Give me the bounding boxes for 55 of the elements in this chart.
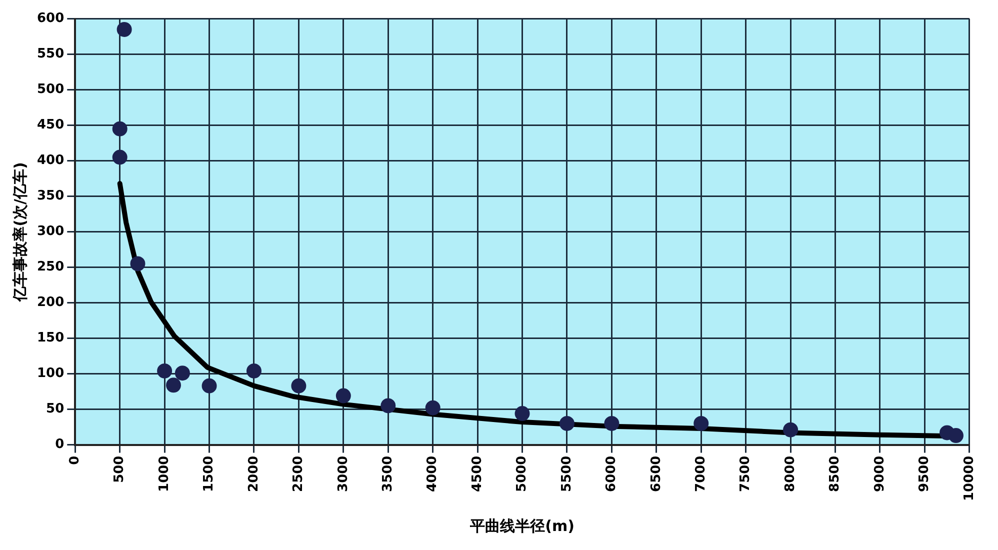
- x-tick-label: 4500: [470, 456, 485, 492]
- x-tick-label: 10000: [962, 456, 977, 502]
- x-tick-label: 4000: [425, 456, 440, 492]
- x-tick-label: 8000: [782, 456, 798, 492]
- y-tick-label: 350: [36, 188, 64, 204]
- point: [336, 388, 351, 404]
- point: [157, 363, 172, 378]
- x-tick-label: 8500: [828, 456, 843, 492]
- y-tick-label: 250: [36, 260, 64, 275]
- point: [246, 363, 262, 378]
- point: [116, 22, 132, 37]
- point: [112, 121, 128, 136]
- point: [380, 398, 396, 414]
- point: [694, 416, 709, 431]
- x-tick-label: 6500: [648, 456, 664, 492]
- point: [291, 378, 306, 394]
- x-tick-label: 2000: [246, 456, 262, 492]
- x-tick-label: 6000: [604, 456, 620, 492]
- point: [130, 256, 146, 272]
- x-tick-label: 2500: [291, 456, 306, 492]
- y-tick-label: 600: [36, 11, 64, 26]
- x-tick-label: 0: [68, 456, 83, 465]
- point: [112, 150, 128, 165]
- point: [174, 366, 190, 381]
- x-tick-label: 500: [112, 456, 128, 483]
- x-tick-label: 5500: [559, 456, 574, 492]
- x-tick-label: 3500: [380, 456, 396, 492]
- y-tick-label: 500: [36, 82, 64, 98]
- point: [202, 378, 217, 394]
- point: [514, 406, 530, 422]
- x-tick-label: 7000: [693, 456, 708, 492]
- x-tick-label: 9000: [872, 456, 888, 492]
- x-tick-label: 3000: [336, 456, 351, 492]
- point: [604, 416, 620, 431]
- x-tick-label: 7500: [738, 456, 754, 492]
- x-axis-title: 平曲线半径(m): [469, 516, 574, 535]
- point: [948, 428, 964, 444]
- x-tick-label: 9500: [917, 456, 932, 492]
- point: [783, 422, 798, 438]
- y-tick-label: 100: [36, 366, 64, 382]
- y-tick-label: 50: [46, 402, 64, 417]
- y-tick-label: 550: [36, 46, 64, 62]
- x-tick-label: 5000: [514, 456, 530, 492]
- y-tick-label: 450: [36, 118, 64, 133]
- y-tick-label: 200: [36, 295, 64, 310]
- y-axis-title: 亿车事故率(次/亿车): [10, 162, 29, 302]
- y-tick-label: 0: [55, 437, 64, 452]
- point: [166, 378, 182, 393]
- point: [559, 416, 574, 431]
- point: [425, 400, 440, 416]
- x-tick-label: 1000: [156, 456, 172, 492]
- x-tick-label: 1500: [202, 456, 217, 492]
- y-tick-label: 150: [36, 330, 64, 346]
- y-tick-label: 400: [36, 153, 64, 168]
- y-tick-label: 300: [36, 224, 64, 240]
